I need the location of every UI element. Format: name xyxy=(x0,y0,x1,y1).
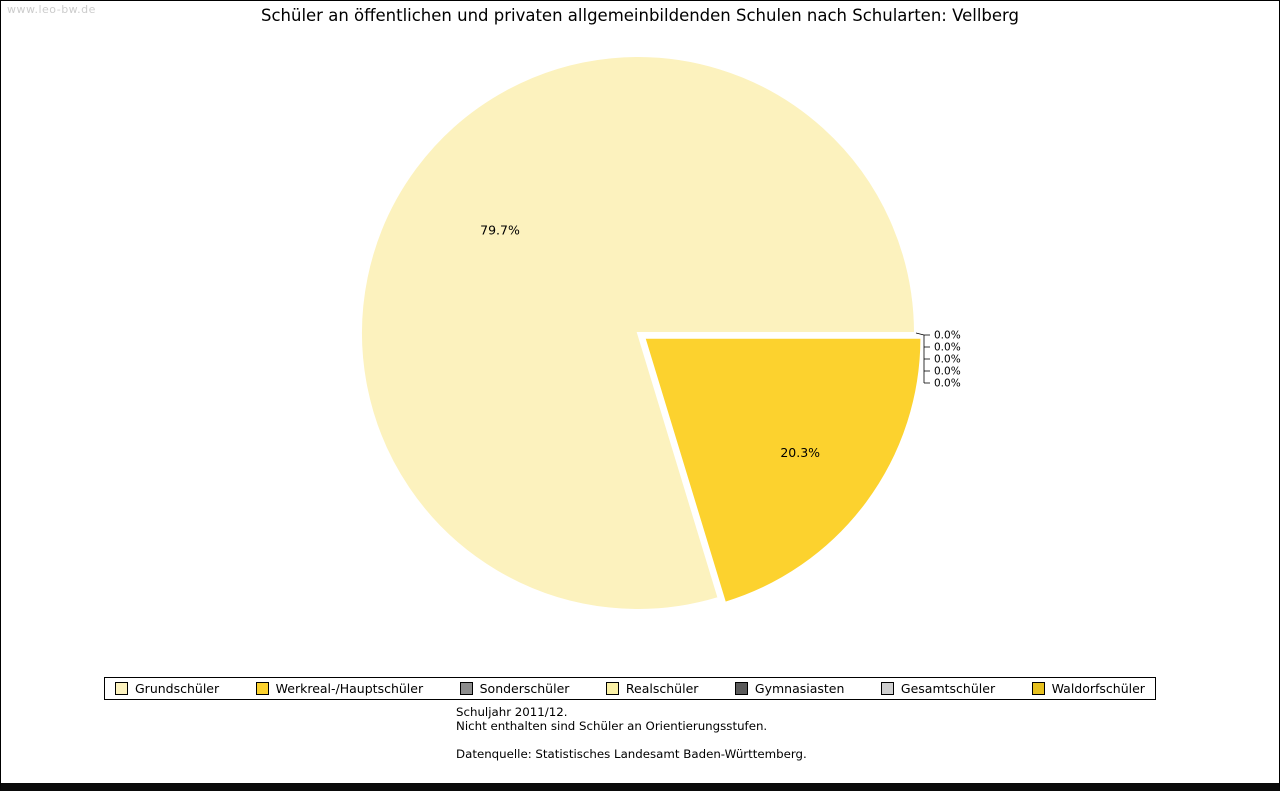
legend-label: Realschüler xyxy=(625,681,699,696)
legend-item: Grundschüler xyxy=(115,681,219,696)
legend-swatch xyxy=(734,682,748,695)
zero-percent-label: 0.0% xyxy=(934,342,961,354)
legend-label: Waldorfschüler xyxy=(1051,681,1145,696)
legend-swatch xyxy=(880,682,894,695)
legend-item: Werkreal-/Hauptschüler xyxy=(255,681,424,696)
legend-item: Sonderschüler xyxy=(459,681,570,696)
legend-label: Grundschüler xyxy=(135,681,220,696)
slice-percent-label: 20.3% xyxy=(780,445,820,460)
legend-swatch xyxy=(1031,682,1045,695)
pie-slice xyxy=(360,55,917,611)
legend-item: Gesamtschüler xyxy=(880,681,996,696)
footnote-schoolyear: Schuljahr 2011/12. xyxy=(456,705,568,719)
legend-label: Gesamtschüler xyxy=(900,681,996,696)
footnote-source: Datenquelle: Statistisches Landesamt Bad… xyxy=(456,747,807,761)
footnote-note: Nicht enthalten sind Schüler an Orientie… xyxy=(456,718,768,733)
zero-leader-line xyxy=(915,332,925,336)
pie-slice xyxy=(643,336,923,605)
legend-swatch xyxy=(255,682,269,695)
legend-swatch xyxy=(459,682,473,695)
zero-percent-label: 0.0% xyxy=(934,354,961,366)
legend-label: Werkreal-/Hauptschüler xyxy=(275,681,424,696)
zero-percent-label: 0.0% xyxy=(934,366,961,378)
chart-title: Schüler an öffentlichen und privaten all… xyxy=(260,6,1019,25)
legend-swatch xyxy=(605,682,619,695)
zero-percent-label: 0.0% xyxy=(934,378,961,390)
legend-label: Gymnasiasten xyxy=(754,681,845,696)
legend: Grundschüler Werkreal-/Hauptschüler Sonder… xyxy=(104,677,1156,700)
slice-percent-label: 79.7% xyxy=(480,223,520,238)
legend-swatch xyxy=(115,682,128,695)
legend-item: Gymnasiasten xyxy=(734,681,845,696)
legend-label: Sonderschüler xyxy=(479,681,570,696)
watermark: www.leo-bw.de xyxy=(7,3,96,16)
zero-percent-label: 0.0% xyxy=(934,330,961,342)
legend-item: Waldorfschüler xyxy=(1031,681,1145,696)
legend-item: Realschüler xyxy=(605,681,699,696)
footnotes: Schuljahr 2011/12. Nicht enthalten sind … xyxy=(456,705,807,762)
